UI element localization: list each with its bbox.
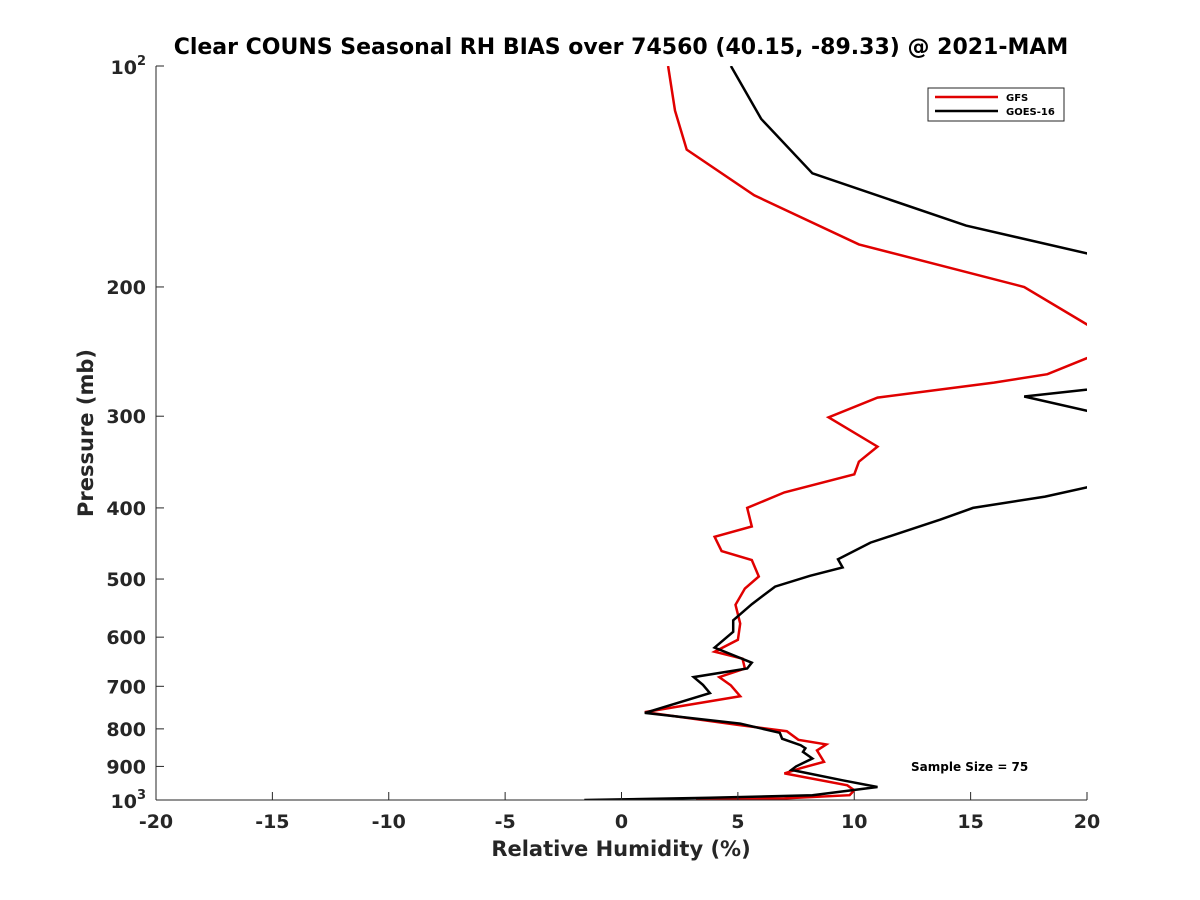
chart-title: Clear COUNS Seasonal RH BIAS over 74560 … [174,35,1069,60]
y-tick-label: 500 [106,569,146,591]
x-ticks: -20 -15 -10 -5 0 5 10 15 20 [139,792,1100,833]
legend: GFS GOES-16 [927,87,1065,122]
y-tick-label: 600 [106,627,146,649]
x-tick-label: 10 [841,811,867,833]
legend-label-gfs: GFS [1006,93,1028,104]
y-tick-label: 800 [106,719,146,741]
y-tick-label: 102 [111,54,147,79]
x-tick-label: 0 [615,811,628,833]
sample-size-annotation: Sample Size = 75 [911,760,1028,774]
x-tick-label: -5 [495,811,516,833]
legend-box [927,87,1065,122]
y-tick-label: 900 [106,756,146,778]
y-tick-label: 400 [106,498,146,520]
x-axis-title: Relative Humidity (%) [491,837,750,861]
axes-layer [155,66,1087,801]
legend-label-goes16: GOES-16 [1006,107,1055,118]
y-tick-label: 300 [106,406,146,428]
y-axis-title: Pressure (mb) [74,349,98,517]
x-tick-label: 20 [1074,811,1100,833]
series-line-goes16 [584,66,1087,800]
series-line-gfs [644,66,1087,800]
series-layer [584,66,1087,800]
x-tick-label: 15 [957,811,983,833]
x-tick-label: 5 [731,811,744,833]
y-tick-label: 200 [106,277,146,299]
x-tick-label: -20 [139,811,173,833]
y-tick-label: 700 [106,676,146,698]
y-ticks: 102 200 300 400 500 600 700 800 900 103 [106,54,164,813]
x-tick-label: -15 [255,811,289,833]
y-tick-label: 103 [111,788,147,813]
x-tick-label: -10 [372,811,406,833]
